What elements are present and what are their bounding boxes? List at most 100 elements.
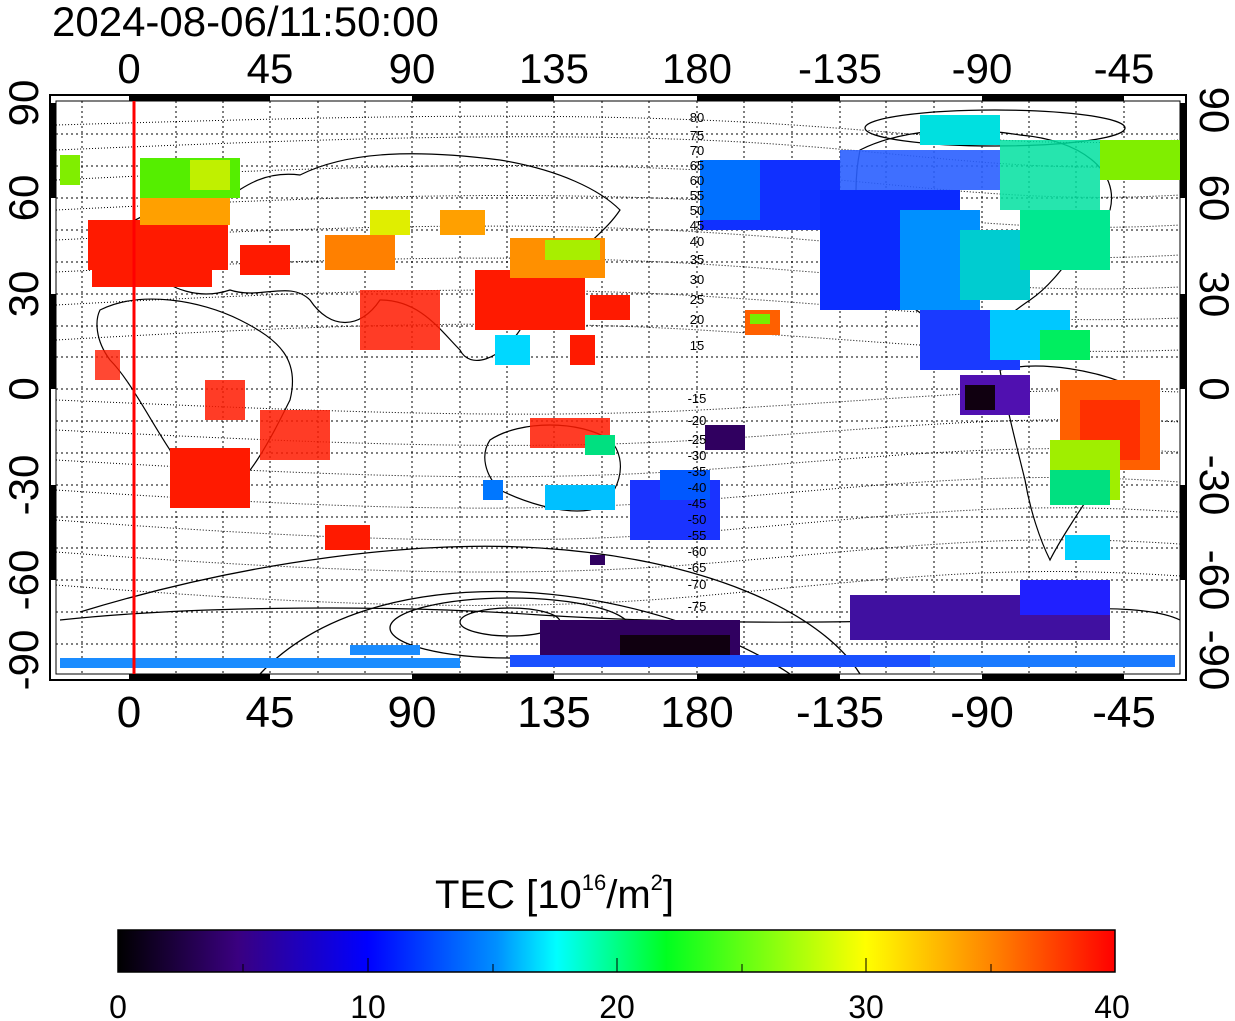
contour-label: -45 [688, 496, 707, 511]
contour-label: -50 [688, 512, 707, 527]
tec-cell [930, 655, 1175, 667]
colorbar-title-sup1: 16 [582, 870, 606, 895]
colorbar-title-end: ] [663, 873, 674, 917]
colorbar-tick-label: 40 [1094, 989, 1130, 1021]
right-lat-label: -30 [1191, 455, 1235, 516]
contour-label: 75 [690, 128, 704, 143]
contour-label: 65 [690, 158, 704, 173]
right-lat-label: -90 [1191, 630, 1235, 691]
contour-label: -75 [688, 599, 707, 614]
tec-cell [570, 335, 595, 365]
colorbar-title-sup2: 2 [651, 870, 663, 895]
tec-cell [840, 150, 1000, 190]
tec-cell [700, 160, 760, 220]
right-lat-label: -60 [1191, 550, 1235, 611]
contour-label: 30 [690, 272, 704, 287]
contour-label: -35 [688, 464, 707, 479]
tec-cell [325, 235, 395, 270]
colorbar-tick-label: 0 [109, 989, 127, 1021]
contour-label: -70 [688, 577, 707, 592]
left-lat-labels: 90 60 30 0 -30 -60 -90 [0, 80, 47, 691]
contour-label: 40 [690, 234, 704, 249]
tec-cell [510, 655, 930, 667]
tec-cell [325, 525, 370, 550]
contour-label: -65 [688, 560, 707, 575]
top-lon-label: 135 [519, 45, 589, 92]
contour-label: 20 [690, 312, 704, 327]
colorbar-labels: 0 10 20 30 40 [109, 989, 1130, 1021]
colorbar-title-main: TEC [10 [435, 873, 582, 917]
tec-cell [590, 295, 630, 320]
tec-cell [750, 314, 770, 324]
tec-cell [660, 470, 710, 500]
top-lon-label: -135 [798, 45, 882, 92]
tec-cell [60, 155, 80, 185]
right-lat-label: 0 [1191, 377, 1235, 400]
tec-cell [475, 270, 585, 330]
tec-cell [88, 220, 228, 270]
left-lat-label: 90 [0, 80, 47, 127]
tec-cell [240, 245, 290, 275]
bottom-lon-label: 45 [246, 688, 295, 737]
bottom-lon-label: 135 [517, 688, 590, 737]
left-lat-label: 30 [0, 271, 47, 318]
contour-label: 35 [690, 252, 704, 267]
tec-cell [1040, 330, 1090, 360]
tec-cell [590, 555, 605, 565]
contour-label: -20 [688, 413, 707, 428]
timestamp-title: 2024-08-06/11:50:00 [52, 0, 439, 45]
contour-label: 60 [690, 173, 704, 188]
tec-cell [205, 380, 245, 420]
tec-cell [1000, 140, 1100, 210]
frame-ticks [50, 95, 1186, 680]
top-lon-labels: 0 45 90 135 180 -135 -90 -45 [117, 45, 1154, 92]
top-lon-label: 0 [117, 45, 140, 92]
colorbar-tick-label: 20 [599, 989, 635, 1021]
bottom-lon-label: -90 [950, 688, 1014, 737]
tec-cell [190, 160, 230, 190]
tec-cell [140, 195, 230, 225]
tec-cell [585, 435, 615, 455]
contour-label: -15 [688, 391, 707, 406]
contour-label: -30 [688, 448, 707, 463]
tec-cell [95, 350, 120, 380]
contour-label: 70 [690, 143, 704, 158]
tec-cell [960, 230, 1030, 300]
tec-cell [705, 425, 745, 450]
left-lat-label: -60 [0, 550, 47, 611]
bottom-lon-label: -45 [1092, 688, 1156, 737]
contour-label: -60 [688, 544, 707, 559]
bottom-lon-label: 90 [388, 688, 437, 737]
tec-cell [483, 480, 503, 500]
tec-cell [260, 410, 330, 460]
tec-cell [370, 210, 410, 235]
tec-cell [170, 448, 250, 508]
tec-cell [1065, 535, 1110, 560]
contour-label: 15 [690, 338, 704, 353]
tec-cell [1100, 140, 1180, 180]
right-lat-label: 60 [1191, 175, 1235, 222]
colorbar-tick-label: 30 [848, 989, 884, 1021]
contour-label: 25 [690, 292, 704, 307]
tec-data [60, 115, 1180, 668]
contour-label: 50 [690, 203, 704, 218]
tec-cell [360, 290, 440, 350]
left-lat-label: -90 [0, 630, 47, 691]
contour-label: 55 [690, 188, 704, 203]
tec-cell [495, 335, 530, 365]
left-lat-label: -30 [0, 455, 47, 516]
tec-cell [545, 485, 615, 510]
colorbar-tick-label: 10 [350, 989, 386, 1021]
left-lat-label: 0 [0, 377, 47, 400]
contour-labels: 80 75 70 65 60 55 50 45 40 35 30 25 20 1… [688, 110, 707, 614]
map-area: 80 75 70 65 60 55 50 45 40 35 30 25 20 1… [49, 94, 1187, 681]
top-lon-label: 180 [662, 45, 732, 92]
contour-label: -25 [688, 432, 707, 447]
tec-cell [965, 385, 995, 410]
colorbar-title: TEC [1016/m2] [435, 870, 674, 917]
contour-label: 45 [690, 218, 704, 233]
colorbar-title-mid: /m [606, 873, 650, 917]
right-lat-label: 90 [1191, 87, 1235, 134]
contour-label: 80 [690, 110, 704, 125]
right-lat-label: 30 [1191, 271, 1235, 318]
